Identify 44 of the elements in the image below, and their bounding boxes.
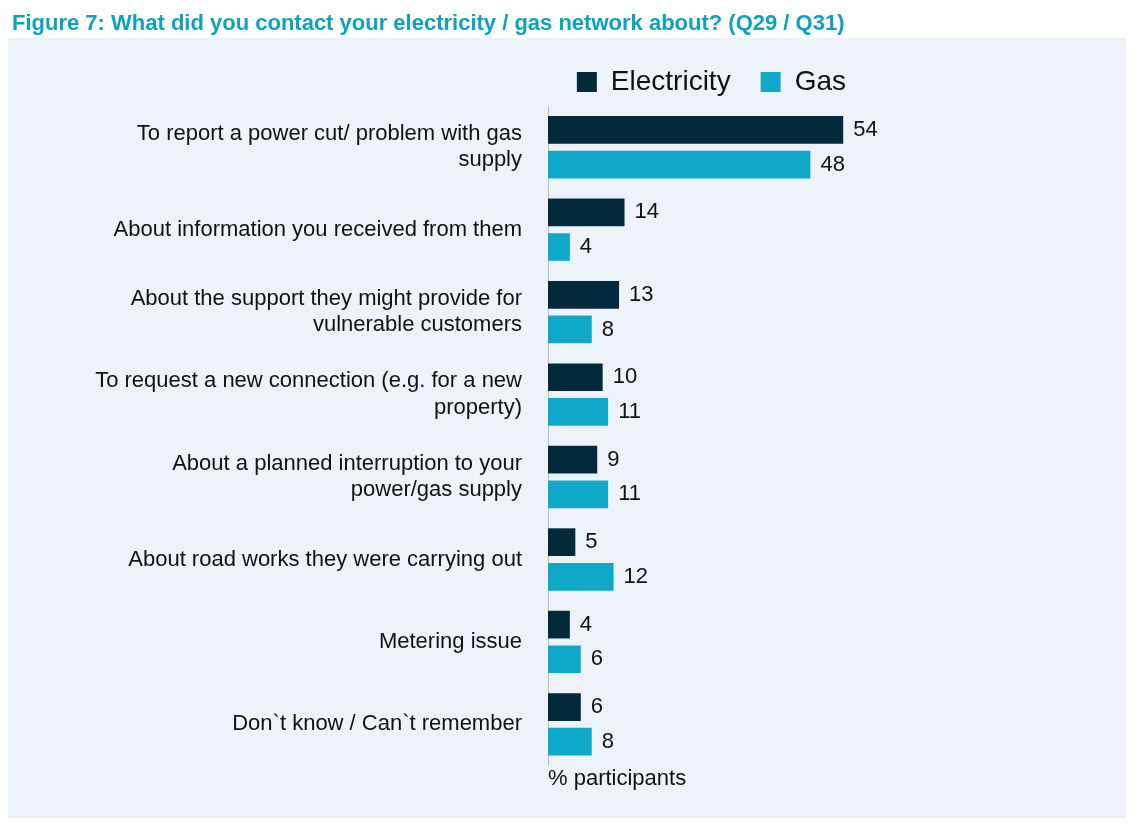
y-tick-label: Don`t know / Can`t remember (232, 710, 522, 736)
data-label: 13 (629, 280, 654, 306)
y-tick-label: To request a new connection (e.g. for a new property) (95, 367, 523, 419)
data-label: 8 (601, 315, 614, 341)
y-tick-label: About road works they were carrying out (128, 545, 522, 571)
chart-title: Figure 7: What did you contact your electricity / gas network about? (Q29 / Q31) (8, 8, 1126, 38)
data-label: 14 (634, 198, 660, 224)
data-label: 11 (618, 480, 641, 506)
data-label: 6 (590, 645, 604, 671)
bar (548, 562, 614, 591)
y-tick-label: To report a power cut/ problem with gas supply (136, 120, 522, 172)
bar (548, 727, 592, 756)
y-tick-label: Metering issue (378, 627, 522, 653)
data-label: 48 (820, 150, 845, 176)
bar (548, 315, 592, 344)
data-label: 11 (618, 397, 641, 423)
y-tick-label: About a planned interruption to your power/gas supply (172, 449, 522, 502)
bar (548, 445, 598, 474)
data-label: 4 (579, 233, 593, 259)
bar (548, 363, 603, 392)
bar (548, 280, 620, 309)
bar (548, 398, 609, 426)
bar (548, 198, 625, 227)
data-label: 4 (579, 610, 593, 636)
data-label: 9 (607, 445, 620, 471)
bar (548, 528, 576, 557)
bar (548, 610, 570, 639)
data-label: 5 (585, 528, 598, 554)
data-label: 6 (590, 693, 604, 719)
bar (548, 693, 581, 721)
y-tick-label: About the support they might provide for vulnerable customers (130, 284, 522, 337)
legend-label: Gas (794, 64, 847, 96)
data-label: 12 (623, 562, 649, 588)
bar (548, 116, 844, 144)
bar (548, 645, 581, 674)
data-label: 10 (612, 363, 638, 389)
legend-label: Electricity (610, 64, 731, 96)
data-label: 8 (601, 727, 614, 753)
data-label: 54 (853, 115, 878, 141)
bar (548, 150, 811, 179)
x-axis-title: % participants (548, 764, 687, 790)
bar (548, 233, 570, 261)
y-tick-label: About information you received from them (113, 215, 522, 241)
bar (548, 480, 609, 509)
